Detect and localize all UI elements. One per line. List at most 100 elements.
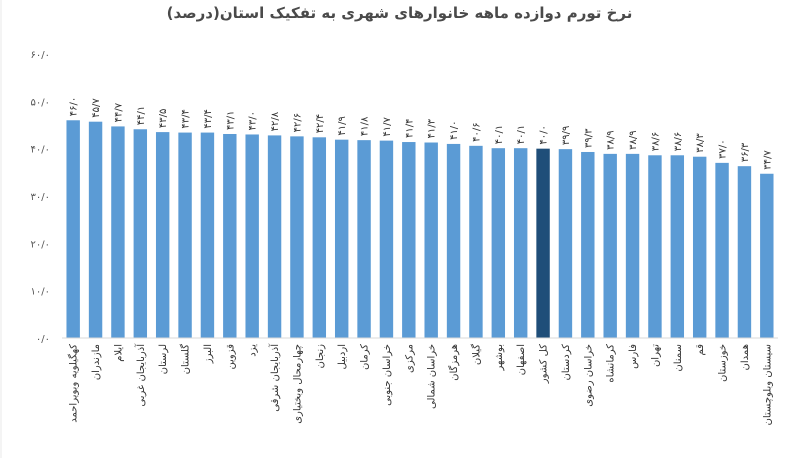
x-tick-label: البرز xyxy=(203,344,214,364)
bar xyxy=(155,132,170,338)
value-label: ۴۱/۹ xyxy=(337,116,348,135)
x-tick-label: خراسان جنوبی xyxy=(382,344,393,406)
value-label: ۳۹/۹ xyxy=(561,126,572,145)
x-axis-labels-group: کهگیلویه وبویراحمد مازندران ایلام آذربایجان… xyxy=(68,343,774,426)
x-tick-label: تهران xyxy=(650,344,661,367)
x-tick-label: ایلام xyxy=(113,344,124,362)
value-label: ۴۲/۴ xyxy=(315,114,326,133)
value-label: ۳۸/۶ xyxy=(673,132,684,151)
bar xyxy=(692,156,707,338)
value-label: ۴۰/۰ xyxy=(539,125,550,144)
bar xyxy=(513,148,528,338)
bar xyxy=(290,136,304,338)
x-tick-label: قم xyxy=(695,344,706,356)
bar xyxy=(245,134,259,338)
bar xyxy=(536,148,550,338)
bar xyxy=(379,140,394,338)
bar xyxy=(111,126,125,338)
value-label: ۳۸/۹ xyxy=(606,130,617,149)
x-tick-label: قزوین xyxy=(225,344,236,370)
x-tick-label: زنجان xyxy=(315,344,326,369)
value-label: ۴۵/۷ xyxy=(91,98,102,118)
bar xyxy=(357,140,371,338)
x-tick-label: مازندران xyxy=(91,344,102,380)
value-label: ۴۱/۸ xyxy=(360,116,371,136)
y-tick-label: ۶۰/۰ xyxy=(31,50,50,61)
x-tick-label: خوزستان xyxy=(718,344,729,382)
bar xyxy=(267,135,282,338)
bar xyxy=(88,121,103,338)
bar xyxy=(469,145,483,338)
value-label: ۴۱/۴ xyxy=(404,119,415,138)
y-tick-label: ۳۰/۰ xyxy=(31,192,50,203)
value-label: ۴۳/۴ xyxy=(181,109,192,128)
bar xyxy=(625,153,640,338)
x-tick-label: بوشهر xyxy=(494,344,505,371)
chart-title: نرخ تورم دوازده ماهه خانوارهای شهری به ت… xyxy=(166,4,633,22)
bar xyxy=(760,173,774,338)
value-labels-group: ۴۶/۰ ۴۵/۷ ۴۴/۷ ۴۴/۱ ۴۳/۵ ۴۳/۴ ۴۳/۴ ۴۳/۱ ۴۳/۰ ۴۲/۸… xyxy=(69,97,774,170)
x-tick-label: اردبیل xyxy=(337,344,348,369)
x-tick-label: مرکزی xyxy=(404,344,415,373)
bar xyxy=(312,137,327,338)
y-tick-label: ۰/۰ xyxy=(36,334,50,345)
x-tick-label: کرمانشاه xyxy=(606,344,617,383)
value-label: ۴۰/۶ xyxy=(471,122,482,141)
value-label: ۴۱/۰ xyxy=(449,120,460,139)
value-label: ۳۶/۳ xyxy=(740,142,751,162)
value-label: ۳۸/۹ xyxy=(628,130,639,149)
value-label: ۳۸/۶ xyxy=(650,132,661,151)
x-tick-label: همدان xyxy=(740,344,751,370)
bar xyxy=(648,155,662,338)
x-tick-label: سیستان وبلوچستان xyxy=(762,344,773,426)
value-label: ۴۱/۷ xyxy=(382,117,393,137)
bar xyxy=(737,166,752,338)
y-tick-label: ۴۰/۰ xyxy=(31,145,50,156)
x-tick-label: کل کشور xyxy=(539,344,550,384)
value-label: ۴۳/۵ xyxy=(158,109,169,128)
bar xyxy=(200,132,215,338)
x-tick-label: گیلان xyxy=(470,344,482,365)
x-tick-label: یزد xyxy=(248,344,259,357)
bar xyxy=(670,155,685,338)
bar xyxy=(715,162,729,338)
value-label: ۳۸/۳ xyxy=(695,133,706,153)
x-tick-label: کهگیلویه وبویراحمد xyxy=(68,344,80,423)
x-tick-label: لرستان xyxy=(158,344,169,374)
x-tick-label: هرمزگان xyxy=(448,344,460,381)
value-label: ۴۶/۰ xyxy=(69,97,80,116)
bar xyxy=(178,132,192,338)
value-label: ۴۴/۱ xyxy=(136,106,147,125)
value-label: ۳۹/۳ xyxy=(583,128,594,148)
value-label: ۴۳/۴ xyxy=(203,109,214,128)
bar xyxy=(603,153,617,338)
value-label: ۴۳/۱ xyxy=(225,111,236,130)
bar xyxy=(66,120,80,339)
bar xyxy=(334,139,349,338)
x-tick-label: گلستان xyxy=(180,344,192,375)
y-tick-label: ۵۰/۰ xyxy=(31,97,50,108)
bar xyxy=(133,129,148,338)
x-tick-label: آذربایجان شرقی xyxy=(268,343,281,412)
bar xyxy=(424,142,438,338)
value-label: ۴۰/۱ xyxy=(516,125,527,144)
value-label: ۴۱/۳ xyxy=(427,118,438,138)
x-tick-label: آذربایجان غربی xyxy=(134,343,147,407)
y-tick-label: ۱۰/۰ xyxy=(31,287,50,298)
value-label: ۴۰/۱ xyxy=(494,125,505,144)
x-tick-label: چهارمحال وبختیاری xyxy=(292,344,303,424)
bar xyxy=(402,142,416,338)
value-label: ۳۴/۷ xyxy=(762,150,773,170)
value-label: ۴۴/۷ xyxy=(113,102,124,122)
x-tick-label: سمنان xyxy=(673,344,684,372)
y-axis: ۰/۰ ۱۰/۰ ۲۰/۰ ۳۰/۰ ۴۰/۰ ۵۰/۰ ۶۰/۰ xyxy=(31,50,50,345)
value-label: ۴۳/۰ xyxy=(248,111,259,130)
x-tick-label: فارس xyxy=(628,344,639,369)
bar xyxy=(446,143,461,338)
x-tick-label: خراسان رضوی xyxy=(583,344,594,407)
bar xyxy=(558,149,573,338)
bar xyxy=(581,151,595,338)
value-label: ۴۲/۶ xyxy=(292,113,303,132)
x-tick-label: خراسان شمالی xyxy=(427,344,438,409)
